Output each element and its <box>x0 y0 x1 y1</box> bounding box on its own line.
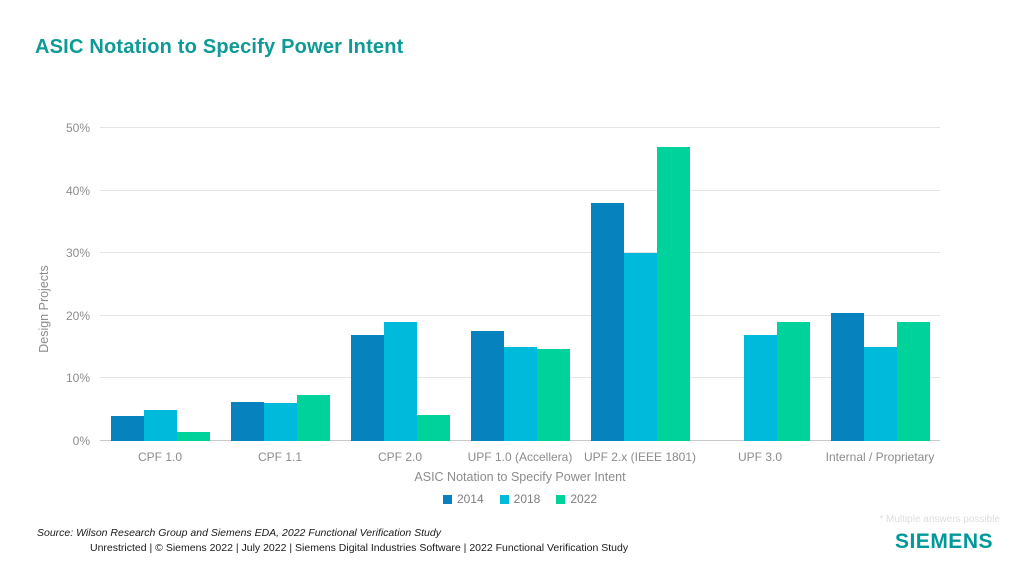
x-tick-label: CPF 1.0 <box>137 450 182 464</box>
x-tick-label: Internal / Proprietary <box>825 450 935 464</box>
bar-2018 <box>143 409 177 441</box>
gridline-30 <box>100 252 940 254</box>
bar-2022 <box>776 322 810 441</box>
bar-2018 <box>263 403 297 441</box>
bar-2022 <box>656 146 690 441</box>
bar-group <box>340 128 460 441</box>
bar-2014 <box>350 334 384 441</box>
x-tick-label: CPF 2.0 <box>377 450 422 464</box>
bar-group <box>820 128 940 441</box>
page-title: ASIC Notation to Specify Power Intent <box>35 36 404 58</box>
x-tick-label: UPF 1.0 (Accellera) <box>467 450 573 464</box>
x-tick-label: CPF 1.1 <box>257 450 302 464</box>
bar-group <box>460 128 580 441</box>
gridline-20 <box>100 314 940 316</box>
y-axis-title: Design Projects <box>37 265 51 353</box>
bar-2018 <box>743 334 777 441</box>
y-tick-label-50: 50% <box>65 121 90 135</box>
bar-2022 <box>296 395 330 441</box>
legend-item-2022: 2022 <box>556 492 597 506</box>
legend: 2014 2018 2022 <box>100 492 940 506</box>
bar-2022 <box>416 414 450 441</box>
x-axis-tick-labels: CPF 1.0 CPF 1.1 CPF 2.0 UPF 1.0 (Accellera)… <box>100 450 940 464</box>
y-tick-label-30: 30% <box>65 246 90 261</box>
bar-2018 <box>863 347 897 441</box>
bar-2022 <box>536 348 570 441</box>
bar-2014 <box>110 415 144 441</box>
bar-2022 <box>176 431 210 441</box>
legend-swatch-icon <box>556 494 566 504</box>
legend-label: 2018 <box>513 492 541 506</box>
bar-2022 <box>896 322 930 441</box>
x-tick-label: UPF 3.0 <box>737 450 782 464</box>
y-tick-label-40: 40% <box>65 183 90 198</box>
legend-swatch-icon <box>442 494 452 504</box>
bar-groups <box>100 128 940 441</box>
bar-group <box>220 128 340 441</box>
legend-label: 2014 <box>456 492 484 506</box>
bar-2018 <box>503 347 537 441</box>
y-tick-label-20: 20% <box>65 308 90 323</box>
legend-item-2018: 2018 <box>499 492 541 506</box>
bar-2014 <box>590 203 624 441</box>
source-note: Source: Wilson Research Group and Siemen… <box>37 527 441 539</box>
bar-2018 <box>623 253 657 441</box>
plot-area: 0% 10% 20% 30% 40% 50% <box>66 121 940 448</box>
x-tick-label: UPF 2.x (IEEE 1801) <box>583 450 697 464</box>
y-tick-label-0: 0% <box>72 434 90 448</box>
legend-label: 2022 <box>570 492 598 506</box>
bar-2018 <box>383 322 417 441</box>
bar-2014 <box>230 402 264 441</box>
bar-group <box>100 128 220 441</box>
y-tick-label-10: 10% <box>65 371 90 386</box>
bar-group <box>700 128 820 441</box>
legend-item-2014: 2014 <box>442 492 484 506</box>
x-axis-title: ASIC Notation to Specify Power Intent <box>414 470 626 484</box>
legend-swatch-icon <box>499 494 509 504</box>
multiple-answers-note: * Multiple answers possible <box>879 514 1000 525</box>
classification-note: Unrestricted | © Siemens 2022 | July 202… <box>90 542 629 554</box>
gridline-50 <box>100 127 940 128</box>
siemens-logo: SIEMENS <box>894 530 993 553</box>
bar-2014 <box>830 312 864 441</box>
bar-group <box>580 128 700 441</box>
bar-2014 <box>470 331 504 441</box>
gridline-40 <box>100 189 940 191</box>
